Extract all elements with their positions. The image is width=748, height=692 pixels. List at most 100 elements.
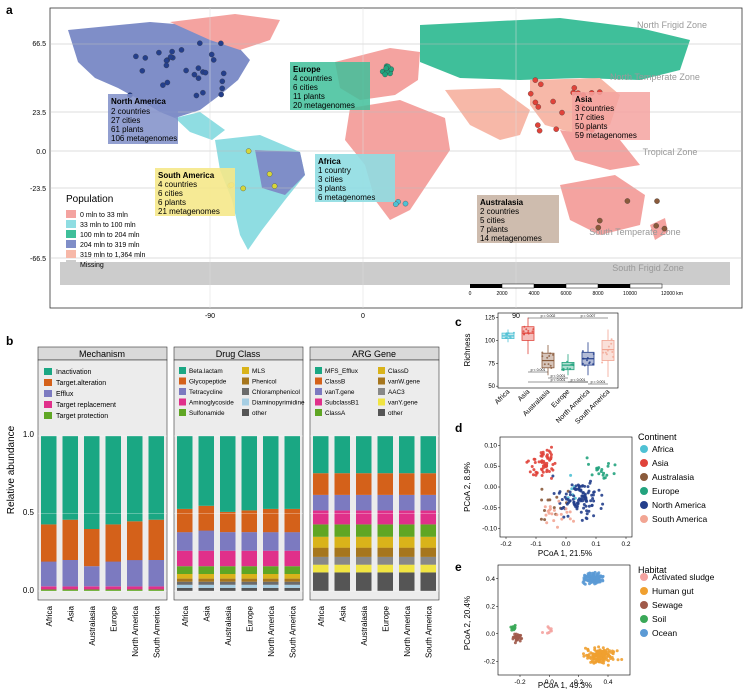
bar-segment <box>105 586 121 590</box>
x-tick-label: North America <box>267 605 276 656</box>
sampling-point <box>208 51 215 58</box>
bar-segment <box>127 586 143 590</box>
legend-label: Glycopeptide <box>189 379 227 386</box>
bar-segment <box>399 547 415 557</box>
p-value-label: p < 0.001 <box>551 374 566 378</box>
legend-label: vanW.gene <box>388 379 420 386</box>
scatter-point <box>572 494 576 498</box>
legend-swatch <box>66 260 76 268</box>
bar-segment <box>334 436 350 474</box>
info-box-line: 3 countries <box>575 104 614 113</box>
sampling-point <box>653 223 659 229</box>
scatter-point <box>592 514 596 518</box>
bar-segment <box>377 436 393 474</box>
scatter-point <box>566 514 570 518</box>
info-box-line: 3 plants <box>318 184 346 193</box>
bar-segment <box>127 436 143 522</box>
scatter-point <box>582 654 586 658</box>
bar-segment <box>399 524 415 537</box>
bar-segment <box>399 556 415 565</box>
info-box-bg <box>290 62 370 110</box>
bar-segment <box>84 529 100 567</box>
scatter-point <box>601 651 605 655</box>
scatter-point <box>600 468 604 471</box>
scatter-point <box>607 462 610 465</box>
bar-segment <box>241 550 257 567</box>
bar-segment <box>313 436 329 474</box>
sampling-point <box>169 48 175 55</box>
scatter-point <box>589 655 593 659</box>
scatter-point <box>616 658 620 662</box>
russia-landmass <box>420 18 690 80</box>
scale-tick: 2000 <box>496 291 507 297</box>
legend-label: Human gut <box>652 586 694 596</box>
info-box-line: 2 countries <box>111 107 150 116</box>
scatter-point <box>608 649 611 653</box>
scatter-point <box>552 519 556 523</box>
info-box-bg <box>155 168 235 216</box>
jitter-point <box>523 333 525 336</box>
scatter-point <box>601 578 605 582</box>
bar-segment <box>334 556 350 565</box>
scatter-point <box>601 646 605 650</box>
bar-segment <box>241 436 257 511</box>
bar-segment <box>198 584 214 588</box>
bar-segment <box>399 510 415 525</box>
legend-swatch <box>242 377 249 385</box>
scatter-point <box>580 518 584 522</box>
scatter-point <box>595 652 599 656</box>
lat-tick: -66.5 <box>30 256 46 263</box>
bar-segment <box>220 581 236 585</box>
scatter-point <box>584 504 588 508</box>
scatter-point <box>539 454 543 458</box>
legend-swatch <box>242 388 249 395</box>
sampling-point <box>163 57 170 64</box>
y-tick-label: 100 <box>485 338 496 344</box>
bar-segment <box>127 560 143 587</box>
bar-segment <box>420 524 436 537</box>
legend-marker <box>640 629 648 637</box>
x-tick-label: 0.0 <box>561 541 570 548</box>
sampling-point <box>197 40 203 46</box>
scatter-point <box>541 470 545 474</box>
scatter-point <box>584 646 587 650</box>
scatter-point <box>592 490 596 494</box>
scale-tick: 10000 <box>623 291 637 297</box>
sampling-point <box>597 217 603 224</box>
scale-tick: 0 <box>469 291 472 297</box>
y-axis-label: PCoA 2, 8.9% <box>463 462 472 512</box>
australia-landmass <box>560 175 645 235</box>
jitter-point <box>547 363 550 366</box>
scatter-point <box>606 650 610 654</box>
scatter-point <box>590 571 594 575</box>
bar-segment <box>198 436 214 506</box>
x-tick-label: 0.4 <box>603 679 612 686</box>
legend-label: Efflux <box>56 391 74 398</box>
scatter-point <box>583 582 587 586</box>
bar-segment <box>241 581 257 585</box>
legend-label: other <box>252 410 267 417</box>
legend-label: 0 mln to 33 mln <box>80 212 128 219</box>
bar-segment <box>220 584 236 588</box>
scale-seg <box>501 283 535 289</box>
scatter-point <box>586 573 590 577</box>
scatter-point <box>577 484 581 488</box>
bar-segment <box>220 532 236 551</box>
y-tick-label: -0.2 <box>484 658 496 665</box>
scatter-point <box>540 468 544 472</box>
scatter-point <box>611 652 615 656</box>
jitter-point <box>552 353 554 356</box>
bar-segment <box>220 578 236 582</box>
x-tick-label: -0.1 <box>530 541 542 548</box>
bar-segment <box>41 436 57 525</box>
bar-segment <box>284 574 300 579</box>
scatter-point <box>586 485 590 489</box>
zone-label: North Frigid Zone <box>637 20 707 30</box>
x-tick-label: -0.2 <box>500 541 512 548</box>
info-box-title: North America <box>111 97 166 106</box>
legend-marker <box>640 573 648 581</box>
sampling-point <box>183 67 189 74</box>
scatter-point <box>593 657 597 660</box>
info-box-line: 2 countries <box>480 207 519 216</box>
